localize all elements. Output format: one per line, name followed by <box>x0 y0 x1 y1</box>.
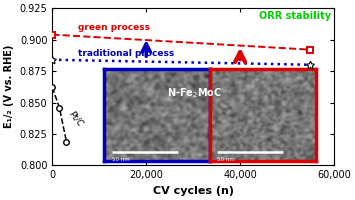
X-axis label: CV cycles (n): CV cycles (n) <box>153 186 234 196</box>
Text: green process: green process <box>78 23 150 32</box>
Text: N-Fe$_2$MoC: N-Fe$_2$MoC <box>167 86 222 100</box>
Text: ORR stability: ORR stability <box>260 11 332 21</box>
Text: traditional process: traditional process <box>78 49 174 58</box>
Text: Pt/C: Pt/C <box>67 109 85 128</box>
Y-axis label: E₁/₂ (V vs. RHE): E₁/₂ (V vs. RHE) <box>4 45 14 128</box>
